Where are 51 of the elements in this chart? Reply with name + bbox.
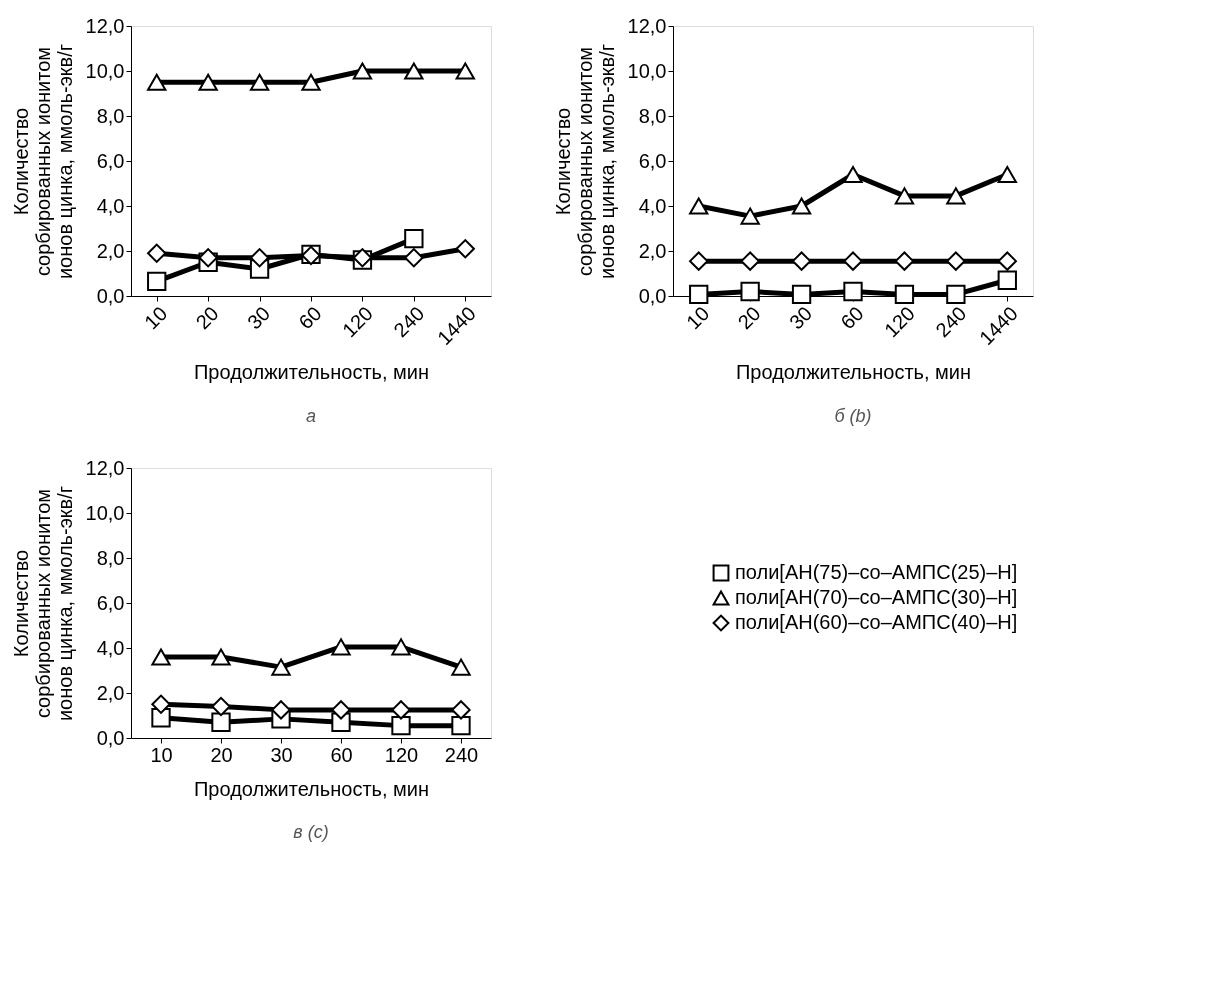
y-tick-label: 8,0	[96, 104, 125, 127]
y-tick-label: 4,0	[638, 194, 667, 217]
x-axis-title: Продолжительность, мин	[193, 361, 430, 384]
x-tick-label: 10	[140, 302, 172, 334]
legend-label: поли[АН(70)–со–АМПС(30)–Н]	[735, 586, 1018, 608]
x-tick-label: 60	[294, 302, 326, 334]
y-tick-label: 8,0	[638, 104, 667, 127]
y-tick-label: 0,0	[96, 726, 125, 749]
x-tick-label: 60	[330, 743, 353, 766]
y-tick-label: 8,0	[96, 546, 125, 569]
x-tick-label: 10	[150, 743, 173, 766]
y-tick-label: 2,0	[96, 239, 125, 262]
x-tick-label: 120	[384, 743, 419, 766]
x-tick-label: 240	[389, 302, 429, 342]
x-tick-label: 120	[879, 302, 920, 342]
y-axis-title: Количество сорбированных ионитом ионов цинка, ммоль-экв/г	[9, 485, 76, 722]
x-tick-label: 30	[784, 302, 817, 334]
x-tick-label: 20	[191, 302, 223, 334]
y-tick-label: 12,0	[85, 456, 125, 479]
x-tick-label: 20	[210, 743, 233, 766]
x-tick-label: 120	[337, 302, 378, 342]
y-tick-label: 10,0	[627, 59, 667, 82]
y-tick-label: 6,0	[96, 591, 125, 614]
y-tick-label: 4,0	[96, 636, 125, 659]
x-tick-label: 20	[733, 302, 765, 334]
text: а	[305, 405, 317, 426]
y-tick-label: 6,0	[96, 149, 125, 172]
x-axis-title: Продолжительность, мин	[193, 777, 430, 800]
y-tick-label: 10,0	[85, 501, 125, 524]
legend-label: поли[АН(60)–со–АМПС(40)–Н]	[735, 611, 1018, 633]
x-tick-label: 240	[931, 302, 971, 342]
text: в (c)	[293, 822, 329, 842]
y-axis-title: Количество сорбированных ионитом ионов цинка, ммоль-экв/г	[9, 43, 76, 280]
x-tick-label: 240	[444, 743, 479, 766]
y-tick-label: 2,0	[638, 239, 667, 262]
legend-label: поли[АН(75)–со–АМПС(25)–Н]	[735, 561, 1018, 583]
x-axis-title: Продолжительность, мин	[735, 361, 972, 384]
y-tick-label: 6,0	[638, 149, 667, 172]
y-tick-label: 2,0	[96, 681, 125, 704]
y-tick-label: 12,0	[627, 14, 667, 37]
y-axis-title: Количество сорбированных ионитом ионов цинка, ммоль-экв/г	[551, 43, 618, 280]
y-tick-label: 4,0	[96, 194, 125, 217]
y-tick-label: 0,0	[638, 284, 667, 307]
x-tick-label: 60	[836, 302, 868, 334]
x-tick-label: 30	[270, 743, 293, 766]
text: б (b)	[834, 405, 872, 426]
y-tick-label: 12,0	[85, 14, 125, 37]
y-tick-label: 0,0	[96, 284, 125, 307]
x-tick-label: 30	[242, 302, 275, 334]
x-tick-label: 10	[682, 302, 714, 334]
y-tick-label: 10,0	[85, 59, 125, 82]
